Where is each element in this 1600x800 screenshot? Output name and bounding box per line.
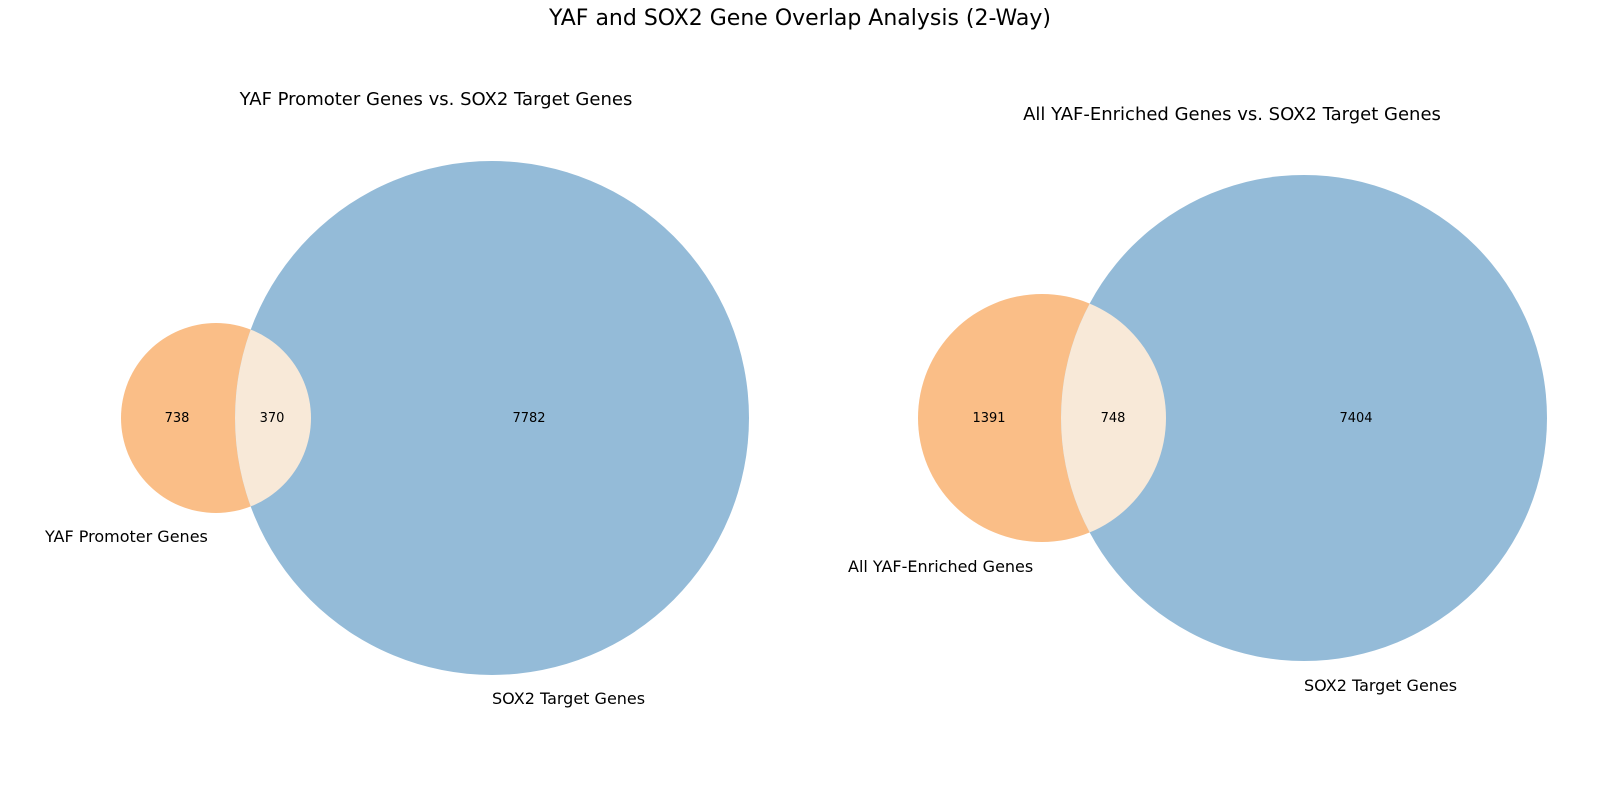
panel-2-count-overlap: 748: [1101, 411, 1126, 426]
panel-1-count-overlap: 370: [260, 411, 285, 426]
panel-2-circle-set-b: [1061, 175, 1547, 661]
panel-2-label-set-a: All YAF-Enriched Genes: [848, 557, 1033, 576]
venn-panel-2: All YAF-Enriched Genes vs. SOX2 Target G…: [848, 104, 1547, 695]
panel-1-circle-set-b: [235, 161, 749, 675]
panel-1-count-a-only: 738: [165, 411, 190, 426]
panel-1-count-b-only: 7782: [512, 411, 545, 426]
panel-1-title: YAF Promoter Genes vs. SOX2 Target Genes: [239, 89, 633, 110]
panel-2-title: All YAF-Enriched Genes vs. SOX2 Target G…: [1023, 104, 1441, 125]
panel-2-count-b-only: 7404: [1339, 411, 1372, 426]
panel-2-count-a-only: 1391: [972, 411, 1005, 426]
panel-1-label-set-b: SOX2 Target Genes: [492, 689, 645, 708]
figure-suptitle: YAF and SOX2 Gene Overlap Analysis (2-Wa…: [548, 6, 1051, 31]
panel-2-label-set-b: SOX2 Target Genes: [1304, 676, 1457, 695]
venn-panel-1: YAF Promoter Genes vs. SOX2 Target Genes…: [44, 89, 749, 708]
panel-1-label-set-a: YAF Promoter Genes: [44, 527, 208, 546]
